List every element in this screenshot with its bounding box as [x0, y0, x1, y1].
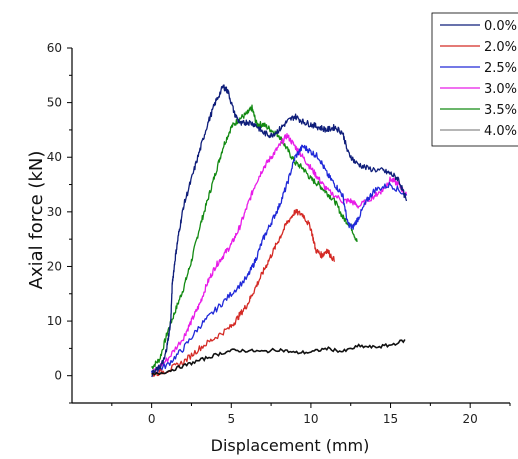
- x-tick-label: 15: [383, 412, 398, 426]
- legend-label: 0.0%: [484, 19, 517, 34]
- legend-box: [431, 12, 518, 147]
- x-tick-label: 5: [227, 412, 235, 426]
- y-tick-label: 30: [47, 205, 62, 219]
- series-line-2: [150, 144, 408, 377]
- y-tick-label: 50: [47, 96, 62, 110]
- y-tick-label: 40: [47, 150, 62, 164]
- series-line-3: [151, 133, 408, 375]
- x-tick-label: 10: [303, 412, 318, 426]
- y-tick-label: 20: [47, 259, 62, 273]
- legend-label: 2.0%: [484, 40, 517, 55]
- legend-label: 3.0%: [484, 82, 517, 97]
- y-tick-label: 0: [54, 369, 62, 383]
- x-tick-label: 20: [463, 412, 478, 426]
- y-tick-label: 60: [47, 41, 62, 55]
- series-line-1: [151, 208, 336, 377]
- legend-label: 3.5%: [484, 103, 517, 118]
- series-line-4: [151, 104, 358, 370]
- legend: 0.0% 2.0% 2.5% 3.0% 3.5% 4.0%: [431, 12, 518, 147]
- baseline-curve: [151, 339, 406, 376]
- x-axis-title: Displacement (mm): [211, 436, 370, 455]
- series-group: [150, 84, 408, 378]
- axes: [71, 48, 510, 404]
- y-axis-title: Axial force (kN): [26, 151, 47, 290]
- legend-label: 4.0%: [484, 124, 517, 139]
- tick-group: 0 10 20 30 40 50 60 0 5 10 15 20: [47, 41, 511, 426]
- x-tick-label: 0: [148, 412, 156, 426]
- legend-label: 2.5%: [484, 61, 517, 76]
- y-tick-label: 10: [47, 314, 62, 328]
- series-line-0: [151, 84, 408, 378]
